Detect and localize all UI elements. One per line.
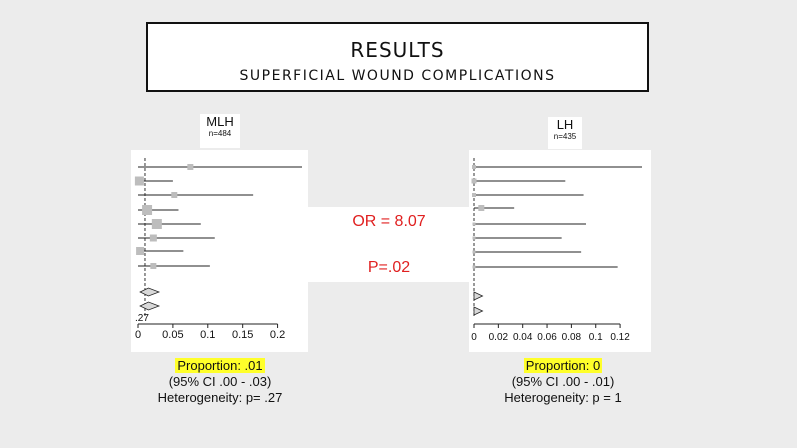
left-group-label: MLH n=484 bbox=[200, 114, 240, 148]
pooled-diamond bbox=[139, 287, 161, 297]
right-caption: Proportion: 0 (95% CI .00 - .01) Heterog… bbox=[488, 358, 638, 406]
x-tick-label: 0.1 bbox=[589, 332, 603, 343]
x-tick-label: 0.2 bbox=[270, 329, 285, 341]
x-tick-label: 0.04 bbox=[513, 332, 533, 343]
left-n: n=484 bbox=[208, 129, 232, 138]
left-ci: (95% CI .00 - .03) bbox=[168, 374, 272, 389]
right-label: LH bbox=[556, 117, 574, 132]
study-point-marker bbox=[134, 176, 144, 186]
study-point-marker bbox=[150, 263, 157, 269]
study-point-marker bbox=[478, 205, 485, 211]
right-proportion: Proportion: 0 bbox=[523, 358, 603, 373]
x-tick-label: 0 bbox=[135, 329, 141, 341]
left-proportion: Proportion: .01 bbox=[175, 358, 265, 373]
left-heterogeneity: Heterogeneity: p= .27 bbox=[157, 390, 283, 405]
pooled-diamond bbox=[473, 306, 484, 316]
x-tick-label: 0.06 bbox=[537, 332, 557, 343]
right-ci: (95% CI .00 - .01) bbox=[511, 374, 615, 389]
study-point-marker bbox=[187, 164, 194, 170]
right-group-label: LH n=435 bbox=[548, 117, 582, 149]
study-point-marker bbox=[472, 222, 476, 226]
study-point-marker bbox=[472, 265, 476, 269]
x-tick-label: 0.02 bbox=[489, 332, 509, 343]
right-heterogeneity: Heterogeneity: p = 1 bbox=[504, 390, 622, 405]
odds-ratio-text: OR = 8.07 bbox=[352, 213, 426, 230]
study-point-marker bbox=[472, 236, 476, 240]
title-box: RESULTS SUPERFICIAL WOUND COMPLICATIONS bbox=[146, 22, 649, 92]
x-tick-label: 0 bbox=[471, 332, 477, 343]
slide-subtitle: SUPERFICIAL WOUND COMPLICATIONS bbox=[239, 68, 556, 84]
study-point-marker bbox=[151, 219, 162, 229]
extra-label: .27 bbox=[135, 313, 149, 324]
x-tick-label: 0.15 bbox=[232, 329, 253, 341]
study-point-marker bbox=[136, 247, 145, 255]
study-point-marker bbox=[471, 178, 477, 184]
slide-title: RESULTS bbox=[350, 38, 445, 62]
x-tick-label: 0.12 bbox=[610, 332, 630, 343]
study-point-marker bbox=[171, 192, 178, 198]
left-caption: Proportion: .01 (95% CI .00 - .03) Heter… bbox=[140, 358, 300, 406]
left-forest-svg: 0 0.05 0.1 0.15 0.2 .27 bbox=[134, 158, 302, 341]
right-n: n=435 bbox=[553, 132, 577, 141]
study-point-marker bbox=[472, 250, 476, 254]
pooled-diamond bbox=[139, 301, 161, 311]
left-forest-plot: 0 0.05 0.1 0.15 0.2 .27 bbox=[131, 150, 308, 352]
study-point-marker bbox=[472, 193, 476, 197]
study-point-marker bbox=[149, 234, 157, 242]
left-label: MLH bbox=[206, 114, 234, 129]
right-forest-svg: 0 0.02 0.04 0.06 0.08 0.1 0.12 bbox=[471, 158, 642, 343]
odds-ratio-box: OR = 8.07 P=.02 bbox=[308, 207, 470, 282]
study-point-marker bbox=[142, 205, 153, 215]
pooled-diamond bbox=[473, 291, 484, 301]
p-value-text: P=.02 bbox=[367, 259, 411, 276]
x-tick-label: 0.05 bbox=[162, 329, 183, 341]
x-tick-label: 0.1 bbox=[200, 329, 215, 341]
x-tick-label: 0.08 bbox=[562, 332, 582, 343]
study-point-marker bbox=[472, 165, 476, 169]
right-forest-plot: 0 0.02 0.04 0.06 0.08 0.1 0.12 bbox=[469, 150, 651, 352]
